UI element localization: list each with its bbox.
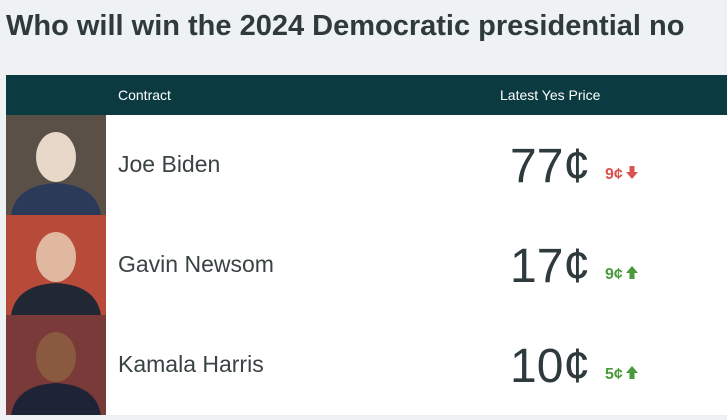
contract-name: Joe Biden [118,151,221,177]
arrow [625,165,639,185]
contract-name: Kamala Harris [118,351,264,377]
change-value: 9¢ [605,166,623,183]
arrow [625,365,639,385]
column-header: Latest Yes Price [500,87,601,103]
contract-name: Gavin Newsom [118,251,274,277]
column-header: Contract [118,87,171,103]
portrait-image [6,215,106,315]
change-arrow [625,266,638,279]
portrait [6,215,106,315]
price: 17¢ [510,240,591,293]
arrow [625,265,639,285]
price-change: 5¢ [605,365,639,385]
price: 77¢ [510,140,591,193]
title: Who will win the 2024 Democratic preside… [6,10,685,42]
portrait-image [6,315,106,415]
portrait-image [6,115,106,215]
price-change: 9¢ [605,165,639,185]
change-arrow [625,166,638,179]
table-header: Contract Latest Yes Price [6,75,727,115]
change-value: 5¢ [605,366,623,383]
change-arrow [625,366,638,379]
table-row: Gavin Newsom 17¢ 9¢ [6,215,727,316]
portrait [6,115,106,215]
table-row: Kamala Harris 10¢ 5¢ [6,315,727,416]
price: 10¢ [510,340,591,393]
portrait [6,315,106,415]
change-value: 9¢ [605,266,623,283]
table-row: Joe Biden 77¢ 9¢ [6,115,727,216]
price-change: 9¢ [605,265,639,285]
